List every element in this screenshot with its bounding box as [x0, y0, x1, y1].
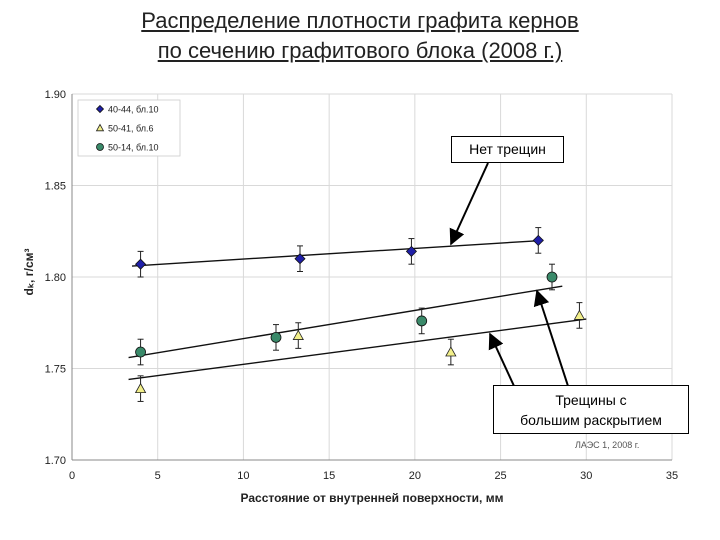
data-point [294, 253, 306, 265]
legend-label: 40-44, бл.10 [108, 105, 159, 115]
trend-lines [128, 239, 587, 381]
data-point [135, 258, 147, 270]
y-tick-label: 1.70 [45, 455, 66, 467]
x-tick-label: 35 [666, 470, 678, 482]
y-tick-label: 1.90 [45, 89, 66, 101]
no-cracks-callout: Нет трещин [451, 136, 564, 163]
legend-marker [95, 104, 105, 114]
title-line-2: по сечению графитового блока (2008 г.) [157, 38, 563, 63]
data-point [292, 329, 304, 340]
error-bars [137, 227, 583, 402]
legend-box [77, 99, 181, 157]
chart-title: Распределение плотности графита кернов п… [0, 6, 720, 66]
y-tick-label: 1.85 [45, 181, 66, 193]
cracks-callout: Трещины с большим раскрытием [493, 385, 689, 434]
cracks-label-line-2: большим раскрытием [520, 412, 662, 428]
credit-label: ЛАЭС 1, 2008 г. [575, 440, 640, 450]
legend-marker [95, 123, 105, 132]
annotation-arrow [533, 289, 569, 387]
x-tick-label: 25 [494, 470, 506, 482]
data-point [416, 315, 428, 327]
cracks-label-line-1: Трещины с [555, 392, 627, 408]
legend-marker [96, 143, 104, 151]
y-axis-title: dₖ, г/см³ [22, 249, 36, 296]
data-point [134, 382, 147, 394]
data-point [405, 245, 417, 257]
x-axis-title: Расстояние от внутренней поверхности, мм [241, 491, 504, 505]
x-tick-label: 5 [155, 470, 161, 482]
no-cracks-label: Нет трещин [469, 141, 546, 157]
legend-label: 50-41, бл.6 [108, 124, 154, 134]
data-point [573, 309, 586, 320]
title-line-1: Распределение плотности графита кернов [141, 8, 579, 33]
trend-line [128, 285, 563, 359]
data-points [134, 234, 586, 394]
x-tick-label: 15 [323, 470, 335, 482]
annotation-arrow [488, 332, 515, 387]
trend-line [131, 239, 544, 267]
annotation-arrow [449, 162, 489, 246]
data-point [445, 346, 457, 357]
y-tick-label: 1.80 [45, 272, 66, 284]
y-tick-label: 1.75 [45, 364, 66, 376]
axes: 0 5 10 15 20 25 30 35 1.70 1.75 1.80 1.85 1.90 Рассто… [22, 89, 678, 505]
trend-line [128, 318, 587, 381]
x-tick-label: 0 [69, 470, 75, 482]
data-point [270, 331, 282, 343]
data-point [135, 346, 146, 358]
annotation-arrows [449, 162, 569, 387]
data-point [532, 234, 544, 246]
data-point [546, 271, 558, 283]
legend-label: 50-14, бл.10 [108, 143, 159, 153]
x-tick-label: 20 [409, 470, 421, 482]
x-tick-label: 10 [237, 470, 249, 482]
legend: 40-44, бл.10 50-41, бл.6 50-14, бл.10 [77, 99, 181, 157]
x-tick-label: 30 [580, 470, 592, 482]
